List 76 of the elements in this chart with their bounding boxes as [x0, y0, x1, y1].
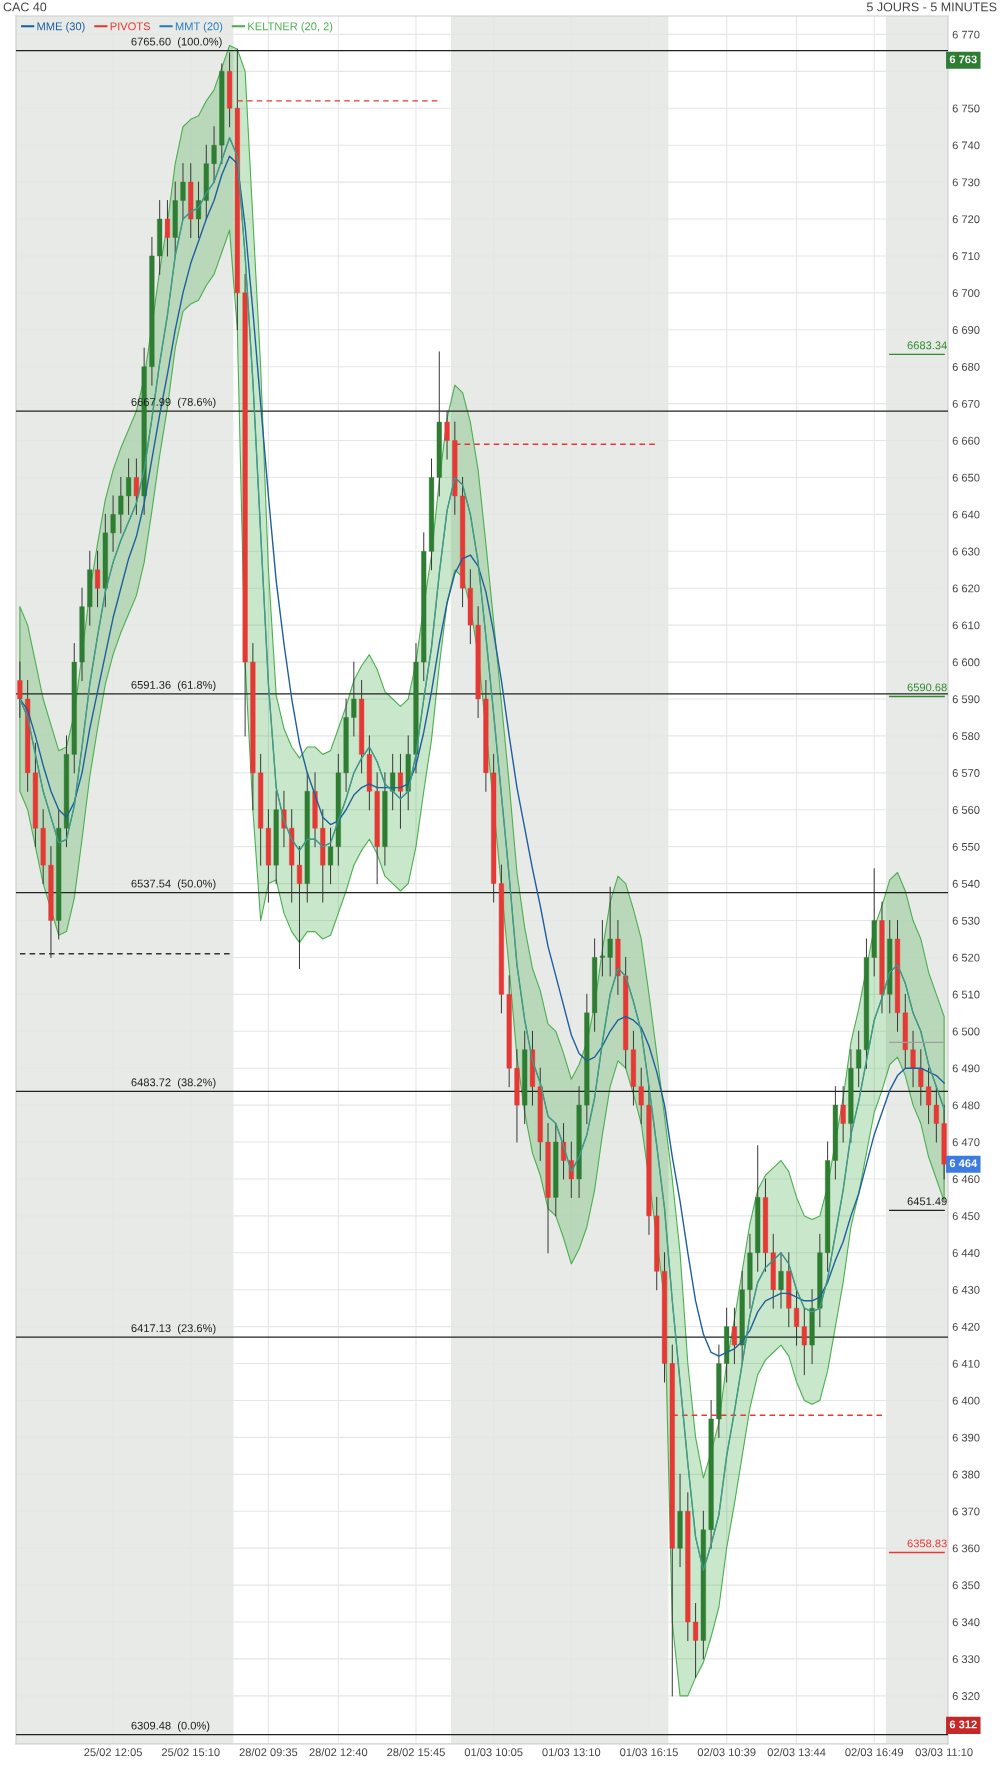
y-tick-label: 6 630	[952, 547, 980, 556]
data-label: 6451.49	[907, 1197, 947, 1206]
ref-line-label: 6591.36 (61.8%)	[131, 680, 216, 692]
y-tick-label: 6 590	[952, 695, 980, 704]
x-tick-label: 28/02 12:40	[309, 1748, 368, 1757]
y-tick-label: 6 610	[952, 621, 980, 630]
y-tick-label: 6 580	[952, 732, 980, 741]
y-tick-label: 6 400	[952, 1396, 980, 1405]
chart-title: CAC 40	[3, 2, 47, 12]
x-tick-label: 25/02 15:10	[161, 1748, 220, 1757]
data-label: 6590.68	[907, 683, 947, 692]
x-tick-label: 02/03 13:44	[767, 1748, 826, 1757]
y-tick-label: 6 410	[952, 1359, 980, 1368]
y-tick-label: 6 520	[952, 953, 980, 962]
y-tick-label: 6 720	[952, 215, 980, 224]
data-label: 6683.34	[907, 341, 947, 350]
ref-line-label: 6765.60 (100.0%)	[131, 37, 222, 48]
y-tick-label: 6 650	[952, 473, 980, 482]
y-tick-label: 6 770	[952, 30, 980, 39]
y-tick-label: 6 530	[952, 916, 980, 925]
y-tick-label: 6 740	[952, 141, 980, 150]
y-tick-label: 6 700	[952, 289, 980, 297]
x-tick-label: 03/03 11:10	[915, 1748, 973, 1757]
x-tick-label: 01/03 10:05	[464, 1748, 523, 1757]
x-tick-label: 25/02 12:05	[84, 1748, 142, 1757]
y-tick-label: 6 560	[952, 806, 980, 814]
y-tick-label: 6 460	[952, 1175, 980, 1184]
x-tick-label: 02/03 16:49	[845, 1748, 904, 1757]
y-tick-label: 6 490	[952, 1064, 980, 1073]
annotation: 6 464	[949, 1159, 978, 1168]
y-tick-label: 6 440	[952, 1249, 980, 1257]
y-tick-label: 6 670	[952, 399, 980, 408]
y-tick-label: 6 360	[952, 1544, 980, 1553]
y-tick-label: 6 480	[952, 1101, 980, 1110]
annotation: 6 312	[949, 1720, 977, 1729]
y-tick-label: 6 390	[952, 1433, 980, 1442]
y-tick-label: 6 730	[952, 178, 980, 187]
ref-line-label: 6537.54 (50.0%)	[131, 879, 216, 890]
legend-label: PIVOTS	[110, 22, 151, 31]
y-tick-label: 6 710	[952, 252, 980, 261]
y-tick-label: 6 470	[952, 1138, 980, 1147]
y-tick-label: 6 540	[952, 879, 980, 888]
chart-subtitle: 5 JOURS - 5 MINUTES	[866, 2, 997, 12]
y-tick-label: 6 500	[952, 1027, 980, 1036]
y-tick-label: 6 330	[952, 1655, 980, 1664]
y-tick-label: 6 450	[952, 1212, 980, 1221]
annotation: 6 763	[949, 55, 977, 64]
y-tick-label: 6 550	[952, 842, 980, 851]
y-tick-label: 6 340	[952, 1618, 980, 1627]
y-tick-label: 6 380	[952, 1470, 980, 1479]
ref-line-label: 6483.72 (38.2%)	[131, 1078, 216, 1089]
x-tick-label: 28/02 09:35	[239, 1748, 298, 1757]
data-label: 6358.83	[907, 1539, 947, 1548]
y-tick-label: 6 640	[952, 510, 980, 519]
x-tick-label: 01/03 13:10	[542, 1748, 601, 1757]
legend-label: MME (30)	[37, 22, 85, 33]
ref-line-label: 6309.48 (0.0%)	[131, 1721, 210, 1732]
legend-label: MMT (20)	[175, 22, 223, 33]
y-tick-label: 6 370	[952, 1507, 980, 1516]
y-tick-label: 6 690	[952, 326, 980, 334]
y-tick-label: 6 680	[952, 362, 980, 371]
y-tick-label: 6 620	[952, 584, 980, 593]
x-tick-label: 01/03 16:15	[620, 1748, 678, 1757]
y-tick-label: 6 510	[952, 990, 980, 999]
y-tick-label: 6 350	[952, 1581, 980, 1590]
x-tick-label: 02/03 10:39	[697, 1748, 756, 1757]
y-tick-label: 6 430	[952, 1285, 980, 1294]
y-tick-label: 6 320	[952, 1692, 980, 1700]
ref-line-label: 6417.13 (23.6%)	[131, 1323, 216, 1335]
y-tick-label: 6 750	[952, 104, 980, 113]
y-tick-label: 6 570	[952, 769, 980, 777]
x-tick-label: 28/02 15:45	[387, 1748, 445, 1757]
y-tick-label: 6 420	[952, 1322, 980, 1331]
legend-label: KELTNER (20, 2)	[248, 22, 333, 33]
y-tick-label: 6 660	[952, 436, 980, 445]
y-tick-label: 6 600	[952, 658, 980, 667]
